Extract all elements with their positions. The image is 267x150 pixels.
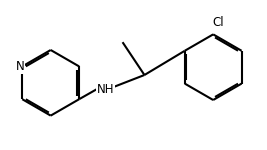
Text: N: N bbox=[15, 60, 24, 73]
Text: NH: NH bbox=[97, 82, 114, 96]
Text: Cl: Cl bbox=[212, 16, 224, 29]
